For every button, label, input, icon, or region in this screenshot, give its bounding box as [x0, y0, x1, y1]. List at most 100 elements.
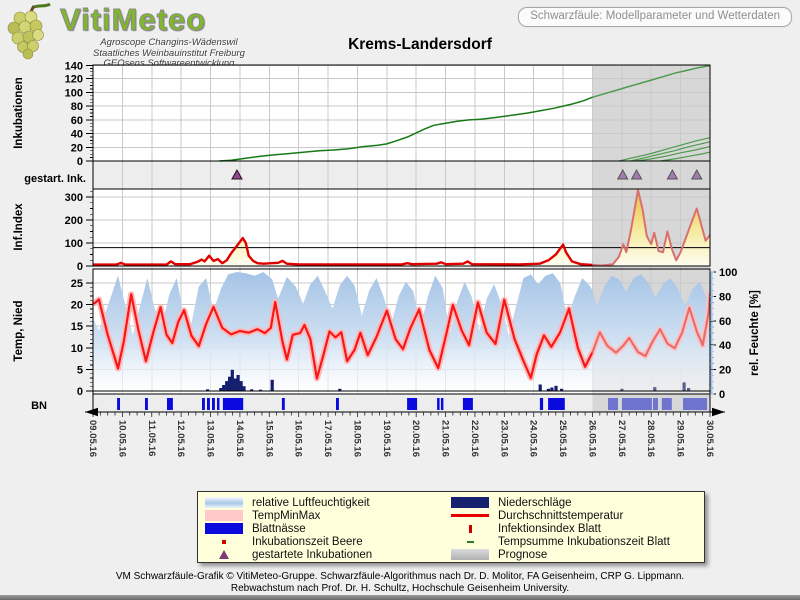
band-label-gestart-ink: gestart. Ink.	[24, 173, 86, 185]
axis-title-incubations: Inkubationen	[13, 77, 25, 149]
svg-text:27.05.16: 27.05.16	[616, 420, 627, 457]
legend-item-label: relative Luftfeuchtigkeit	[252, 496, 370, 509]
svg-text:80: 80	[719, 291, 731, 303]
svg-text:0: 0	[77, 261, 83, 273]
legend-item: Infektionsindex Blatt	[448, 522, 704, 535]
svg-text:17.05.16: 17.05.16	[322, 420, 333, 457]
svg-text:25.05.16: 25.05.16	[557, 420, 568, 457]
svg-text:22.05.16: 22.05.16	[469, 420, 480, 457]
legend-item-label: Blattnässe	[252, 522, 306, 535]
svg-text:28.05.16: 28.05.16	[645, 420, 656, 457]
legend-item-label: Inkubationszeit Beere	[252, 535, 363, 548]
svg-text:20.05.16: 20.05.16	[410, 420, 421, 457]
infection-index-series	[93, 189, 711, 267]
svg-text:10.05.16: 10.05.16	[116, 420, 127, 457]
band-label-bn: BN	[31, 400, 47, 412]
blattnaesse-swatch-icon	[202, 522, 246, 535]
legend-item: Niederschläge	[448, 496, 704, 509]
legend-item-label: Tempsumme Inkubationszeit Blatt	[498, 535, 670, 548]
model-weather-chart: 0204060801001201400100200300051015202502…	[13, 61, 761, 457]
legend-item: Inkubationszeit Beere	[202, 535, 448, 548]
inf-tick-swatch-icon	[448, 522, 492, 535]
svg-text:140: 140	[65, 61, 83, 73]
temperature-series	[91, 291, 713, 382]
generated-chart-layers: 0204060801001201400100200300051015202502…	[65, 61, 738, 457]
humidity-area	[93, 272, 710, 394]
prognose-swatch-icon	[448, 548, 492, 561]
svg-text:300: 300	[65, 192, 83, 204]
svg-text:80: 80	[71, 101, 83, 113]
legend-item: gestartete Inkubationen	[202, 548, 448, 561]
green-dash-swatch-icon	[448, 535, 492, 548]
panel-borders	[92, 64, 711, 412]
svg-text:18.05.16: 18.05.16	[351, 420, 362, 457]
svg-text:12.05.16: 12.05.16	[175, 420, 186, 457]
legend-item-label: Durchschnittstemperatur	[498, 509, 624, 522]
logo-subtitle-line3: GEOsens Softwareentwicklung	[103, 58, 235, 69]
svg-text:20: 20	[71, 300, 83, 312]
precip-swatch-icon	[448, 496, 492, 509]
legend-column-left: relative Luftfeuchtigkeit TempMinMax Blatt…	[202, 496, 448, 562]
legend-item-label: Infektionsindex Blatt	[498, 522, 601, 535]
svg-text:15: 15	[71, 321, 83, 333]
svg-text:23.05.16: 23.05.16	[498, 420, 509, 457]
credits-line2: Rebwachstum nach Prof. Dr. H. Schultz, H…	[230, 582, 570, 594]
chart-legend: relative Luftfeuchtigkeit TempMinMax Blatt…	[197, 491, 705, 563]
logo-subtitle-line1: Agroscope Changins-Wädenswil	[100, 37, 238, 48]
tempminmax-swatch-icon	[202, 509, 246, 522]
svg-text:60: 60	[71, 115, 83, 127]
legend-item-label: Prognose	[498, 548, 548, 561]
svg-text:0: 0	[719, 389, 725, 401]
temp-line-swatch-icon	[448, 509, 492, 522]
svg-text:25: 25	[71, 278, 83, 290]
svg-text:29.05.16: 29.05.16	[675, 420, 686, 457]
legend-item: Blattnässe	[202, 522, 448, 535]
logo-title: VitiMeteo	[59, 2, 207, 38]
svg-text:0: 0	[77, 156, 83, 168]
logo-subtitle: Agroscope Changins-Wädenswil Staatliches…	[44, 37, 294, 70]
svg-text:20: 20	[719, 365, 731, 377]
svg-text:11.05.16: 11.05.16	[146, 420, 157, 456]
pan-left-arrow[interactable]	[85, 407, 98, 417]
axis-title-temp: Temp, Nied	[13, 300, 25, 361]
window-bottom-edge	[0, 595, 800, 600]
svg-text:19.05.16: 19.05.16	[381, 420, 392, 457]
svg-text:200: 200	[65, 215, 83, 227]
axis-ticks	[86, 65, 716, 395]
grape-logo-icon	[7, 2, 51, 60]
legend-item: relative Luftfeuchtigkeit	[202, 496, 448, 509]
logo-subtitle-line2: Staatliches Weinbauinstitut Freiburg	[93, 47, 245, 59]
credits-line1: VM Schwarzfäule-Grafik © VitiMeteo-Grupp…	[115, 571, 685, 582]
legend-item-label: gestartete Inkubationen	[252, 548, 373, 561]
legend-item-label: TempMinMax	[252, 509, 321, 522]
legend-item: Tempsumme Inkubationszeit Blatt	[448, 535, 704, 548]
station-title: Krems-Landersdorf	[348, 36, 492, 53]
legend-item: TempMinMax	[202, 509, 448, 522]
svg-text:26.05.16: 26.05.16	[586, 420, 597, 457]
svg-text:100: 100	[65, 87, 83, 99]
precip-bars	[206, 369, 691, 391]
axis-title-humidity: rel. Feuchte [%]	[749, 290, 761, 376]
legend-item: Prognose	[448, 548, 704, 561]
svg-text:60: 60	[719, 316, 731, 328]
svg-text:40: 40	[71, 129, 83, 141]
svg-text:15.05.16: 15.05.16	[263, 420, 274, 457]
svg-text:0: 0	[77, 386, 83, 398]
vitimeteo-logo: VitiMeteo Agroscope Changins-Wädenswil S…	[4, 2, 294, 69]
model-parameter-badge[interactable]: Schwarzfäule: Modellparameter und Wetter…	[518, 7, 792, 27]
svg-text:13.05.16: 13.05.16	[205, 420, 216, 457]
leaf-wetness-bars	[117, 398, 708, 410]
svg-text:09.05.16: 09.05.16	[87, 420, 98, 457]
axis-title-inf-index: Inf.Index	[13, 203, 25, 251]
svg-text:100: 100	[65, 238, 83, 250]
pan-right-arrow[interactable]	[712, 407, 725, 417]
started-incubation-markers	[231, 168, 703, 180]
red-dot-swatch-icon	[202, 535, 246, 548]
svg-text:14.05.16: 14.05.16	[234, 420, 245, 457]
axis-titles: Inkubationen gestart. Ink. Inf.Index Tem…	[13, 77, 761, 412]
x-axis	[85, 407, 725, 417]
svg-text:16.05.16: 16.05.16	[293, 420, 304, 457]
svg-text:10: 10	[71, 343, 83, 355]
incubation-tempsum-series	[219, 64, 711, 162]
legend-column-right: Niederschläge Durchschnittstemperatur Infe…	[448, 496, 704, 562]
